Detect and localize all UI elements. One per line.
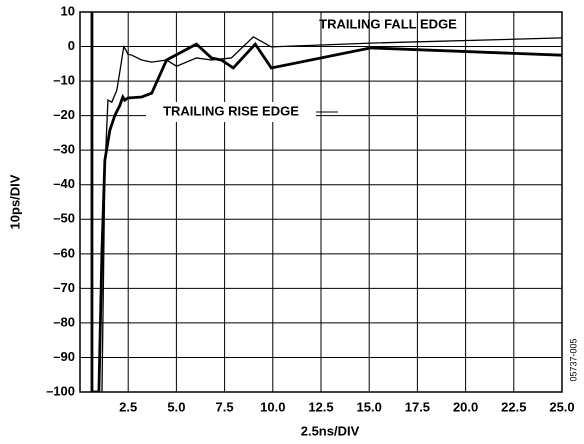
x-tick-label: 12.5 [308, 399, 333, 414]
x-tick-label: 7.5 [216, 399, 234, 414]
y-tick-label: –30 [53, 142, 75, 157]
x-axis-label: 2.5ns/DIV [301, 423, 360, 438]
figure-code: 05737-005 [568, 338, 578, 381]
y-tick-label: –70 [53, 280, 75, 295]
plot-frame [79, 11, 563, 393]
series-annotation: TRAILING FALL EDGE [319, 16, 457, 31]
series-annotation: TRAILING RISE EDGE [163, 103, 299, 118]
y-tick-label: 10 [61, 3, 75, 18]
y-tick-label: –40 [53, 176, 75, 191]
annotation-bg [146, 102, 316, 122]
data-line [90, 12, 562, 392]
y-tick-label: –50 [53, 211, 75, 226]
y-tick-label: –10 [53, 73, 75, 88]
x-tick-label: 20.0 [453, 399, 478, 414]
x-tick-label: 15.0 [357, 399, 382, 414]
x-tick-label: 2.5 [119, 399, 137, 414]
x-tick-label: 22.5 [501, 399, 526, 414]
x-tick-label: 25.0 [549, 399, 574, 414]
y-tick-label: –100 [46, 383, 75, 398]
y-tick-label: –20 [53, 107, 75, 122]
y-tick-label: –60 [53, 245, 75, 260]
x-tick-label: 17.5 [405, 399, 430, 414]
y-tick-label: 0 [68, 38, 75, 53]
y-tick-label: –80 [53, 314, 75, 329]
x-tick-label: 5.0 [167, 399, 185, 414]
y-axis-label: 10ps/DIV [7, 174, 22, 229]
data-line [101, 36, 562, 392]
y-tick-label: –90 [53, 349, 75, 364]
x-tick-label: 10.0 [260, 399, 285, 414]
